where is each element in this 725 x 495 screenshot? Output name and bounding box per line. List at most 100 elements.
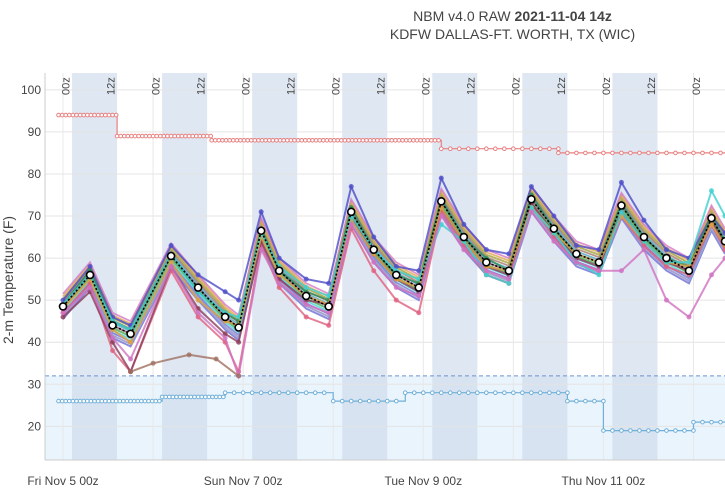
record-high-marker — [310, 138, 315, 143]
series-point — [303, 301, 309, 307]
record-low-marker — [447, 390, 453, 395]
record-low-marker — [402, 390, 408, 395]
record-low-marker — [188, 394, 194, 400]
series-point — [483, 247, 489, 253]
record-low-marker — [258, 390, 264, 395]
record-low-marker — [81, 398, 87, 404]
series-point — [528, 184, 534, 190]
hour-label: 12z — [376, 77, 388, 95]
record-low-marker — [203, 394, 208, 400]
hour-label: 00z — [60, 77, 72, 95]
series-point — [722, 230, 725, 236]
record-high-marker — [321, 138, 326, 143]
record-high-marker — [70, 112, 76, 118]
series-point — [276, 255, 282, 261]
record-high-marker — [186, 133, 192, 139]
hour-label: 12z — [105, 77, 117, 95]
series-point — [303, 314, 309, 320]
record-low-marker — [74, 398, 79, 404]
record-low-marker — [77, 398, 83, 404]
record-low-marker — [103, 398, 108, 404]
record-low-marker — [181, 394, 187, 400]
series-point — [416, 310, 422, 316]
hour-label: 12z — [646, 77, 658, 95]
record-high-marker — [565, 150, 570, 156]
record-high-marker — [375, 138, 380, 143]
series-point — [60, 310, 66, 316]
record-high-marker — [436, 138, 441, 143]
record-low-marker — [88, 398, 94, 404]
record-high-marker — [709, 150, 714, 156]
record-high-marker — [150, 133, 156, 139]
deterministic-point — [220, 312, 230, 322]
series-point — [506, 251, 512, 257]
series-point — [222, 335, 228, 341]
record-high-marker — [466, 146, 471, 152]
record-high-marker — [328, 138, 333, 143]
record-high-marker — [88, 112, 94, 118]
record-high-marker — [425, 138, 431, 143]
series-point — [551, 213, 557, 219]
record-high-marker — [216, 138, 222, 143]
series-point — [326, 280, 332, 286]
record-low-marker — [192, 394, 197, 400]
series-point — [348, 221, 354, 227]
deterministic-point — [166, 251, 176, 261]
night-band — [612, 73, 658, 460]
record-low-marker — [213, 394, 219, 400]
series-point — [213, 356, 219, 362]
record-high-marker — [259, 138, 265, 143]
record-high-marker — [331, 138, 337, 143]
record-high-marker — [74, 112, 79, 118]
record-high-marker — [248, 138, 254, 143]
series-point — [258, 209, 264, 215]
record-high-marker — [457, 146, 462, 152]
record-high-marker — [234, 138, 240, 143]
title-prefix: NBM v4.0 RAW — [413, 8, 515, 24]
series-point — [551, 238, 557, 244]
hour-label: 00z — [421, 77, 433, 95]
record-high-marker — [385, 138, 391, 143]
record-low-marker — [583, 398, 588, 404]
record-high-marker — [157, 133, 163, 139]
series-point — [483, 272, 489, 278]
record-high-marker — [154, 133, 159, 139]
record-low-marker — [139, 398, 144, 404]
series-point — [326, 293, 332, 299]
deterministic-point — [369, 245, 379, 254]
record-low-marker — [619, 428, 624, 433]
series-point — [663, 297, 669, 303]
record-high-marker — [403, 138, 409, 143]
record-low-marker — [285, 390, 291, 395]
series-point — [236, 314, 242, 320]
night-band — [522, 73, 568, 460]
record-high-marker — [302, 138, 308, 143]
deterministic-point — [85, 270, 95, 280]
record-high-marker — [421, 138, 427, 143]
record-low-marker — [113, 398, 119, 404]
record-high-marker — [447, 146, 453, 152]
series-point — [168, 259, 174, 265]
record-high-marker — [324, 138, 330, 143]
series-point — [222, 289, 228, 295]
record-high-marker — [194, 133, 199, 139]
series-point — [110, 348, 116, 354]
record-low-marker — [420, 390, 426, 395]
record-high-marker — [263, 138, 268, 143]
record-high-marker — [691, 150, 696, 156]
series-point — [461, 247, 467, 253]
ensemble-member-line — [62, 189, 725, 328]
ensemble-member-line — [62, 187, 725, 325]
deterministic-point — [482, 257, 491, 267]
hour-label: 12z — [286, 77, 298, 95]
record-high-marker — [99, 112, 105, 118]
record-high-marker — [493, 146, 498, 152]
deterministic-point — [504, 266, 514, 276]
deterministic-point — [720, 236, 725, 246]
record-high-marker — [139, 133, 145, 139]
record-high-marker — [364, 138, 369, 143]
record-low-marker — [438, 390, 444, 395]
series-point — [195, 272, 201, 278]
record-low-marker — [67, 398, 72, 404]
series-line — [62, 188, 725, 331]
